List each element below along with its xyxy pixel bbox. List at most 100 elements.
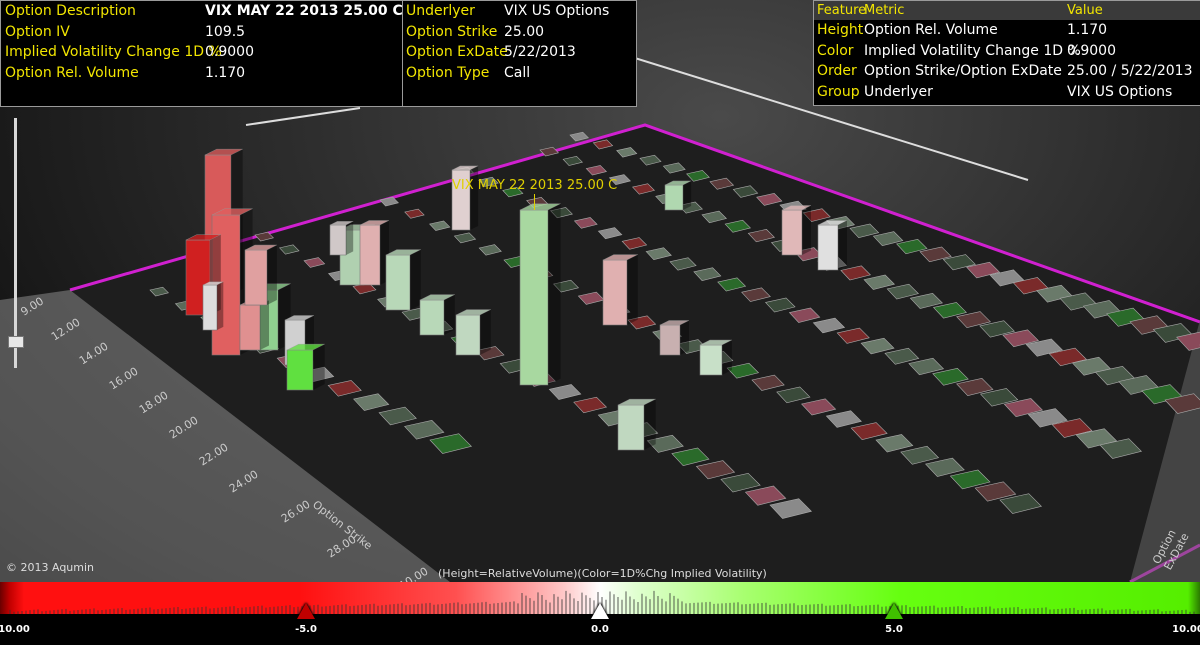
option-tile[interactable] (678, 201, 703, 214)
option-tile[interactable] (478, 244, 502, 256)
option-tile[interactable] (404, 208, 425, 219)
option-bar-side[interactable] (644, 399, 656, 450)
option-tile[interactable] (709, 177, 735, 190)
option-bar-side[interactable] (683, 180, 692, 210)
option-tile[interactable] (303, 257, 326, 268)
option-tile[interactable] (597, 227, 623, 240)
option-bar[interactable] (519, 209, 549, 386)
option-tile[interactable] (1051, 418, 1093, 438)
option-bar[interactable] (817, 224, 839, 271)
option-bar-side[interactable] (313, 344, 325, 390)
option-tile[interactable] (475, 346, 505, 361)
option-tile[interactable] (693, 267, 722, 281)
option-bar[interactable] (202, 284, 218, 331)
option-tile[interactable] (429, 220, 451, 231)
option-tile[interactable] (1099, 438, 1142, 459)
option-tile[interactable] (573, 217, 598, 229)
option-tile[interactable] (429, 433, 472, 454)
option-tile[interactable] (254, 231, 274, 242)
option-tile[interactable] (645, 247, 672, 261)
option-bar-top[interactable] (185, 234, 221, 241)
option-bar-top[interactable] (244, 244, 278, 251)
option-bar-side[interactable] (346, 221, 354, 255)
option-bar-top[interactable] (202, 281, 224, 286)
option-bar-side[interactable] (260, 300, 269, 351)
option-tile[interactable] (956, 378, 994, 397)
option-tile[interactable] (632, 183, 655, 195)
option-tile[interactable] (616, 147, 638, 158)
option-tile[interactable] (1027, 408, 1068, 428)
option-bar-top[interactable] (781, 205, 812, 211)
option-tile[interactable] (720, 472, 761, 493)
option-bar-top[interactable] (699, 339, 733, 346)
option-bar[interactable] (659, 324, 681, 356)
option-bar-top[interactable] (519, 203, 561, 211)
option-tile[interactable] (747, 229, 775, 243)
option-bar-top[interactable] (659, 320, 690, 326)
option-tile[interactable] (942, 254, 976, 271)
option-bar-side[interactable] (548, 203, 561, 385)
option-tile[interactable] (812, 317, 846, 334)
option-bar-top[interactable] (602, 254, 638, 261)
option-bar-side[interactable] (838, 220, 847, 271)
option-bar-top[interactable] (455, 309, 491, 316)
option-tile[interactable] (850, 422, 888, 441)
option-tile[interactable] (886, 283, 919, 300)
option-tile[interactable] (562, 156, 583, 166)
option-tile[interactable] (836, 327, 870, 344)
option-tile[interactable] (802, 208, 831, 222)
negative-threshold-marker[interactable] (297, 603, 315, 619)
option-bar-top[interactable] (211, 208, 253, 216)
option-bar-side[interactable] (680, 320, 689, 356)
option-tile[interactable] (788, 307, 821, 323)
option-tile[interactable] (925, 457, 965, 477)
option-tile[interactable] (327, 380, 362, 397)
option-tile[interactable] (671, 447, 710, 466)
option-tile[interactable] (502, 186, 524, 198)
option-tile[interactable] (949, 469, 991, 490)
option-tile[interactable] (1002, 329, 1039, 348)
option-bar[interactable] (617, 404, 645, 451)
option-tile[interactable] (919, 246, 952, 263)
option-bar-top[interactable] (419, 294, 455, 301)
zoom-slider-thumb[interactable] (8, 336, 24, 348)
option-tile[interactable] (979, 320, 1015, 338)
option-bar-top[interactable] (817, 220, 848, 226)
option-tile[interactable] (608, 174, 631, 185)
option-bar[interactable] (664, 184, 684, 211)
option-tile[interactable] (884, 347, 920, 365)
option-bar-side[interactable] (627, 254, 638, 325)
option-bar-side[interactable] (722, 340, 732, 375)
option-tile[interactable] (686, 170, 710, 182)
option-tile[interactable] (548, 384, 582, 400)
option-tile[interactable] (403, 420, 445, 440)
option-bar-side[interactable] (410, 249, 421, 310)
option-bar-side[interactable] (470, 165, 479, 230)
option-bar-top[interactable] (617, 398, 656, 406)
option-tile[interactable] (999, 493, 1042, 514)
option-tile[interactable] (1164, 393, 1200, 414)
option-tile[interactable] (751, 374, 785, 391)
option-tile[interactable] (744, 485, 787, 506)
option-tile[interactable] (478, 176, 499, 187)
option-tile[interactable] (353, 393, 390, 411)
option-tile[interactable] (769, 498, 812, 519)
option-tile[interactable] (717, 277, 747, 292)
option-tile[interactable] (592, 139, 614, 150)
option-tile[interactable] (764, 297, 796, 313)
option-tile[interactable] (569, 131, 589, 142)
option-tile[interactable] (974, 481, 1017, 502)
option-tile[interactable] (539, 146, 559, 157)
option-bar[interactable] (286, 349, 314, 391)
3d-scene-canvas[interactable] (0, 0, 1200, 582)
option-tile[interactable] (732, 185, 759, 198)
option-tile[interactable] (908, 357, 945, 376)
positive-threshold-marker[interactable] (885, 603, 903, 619)
option-tile[interactable] (989, 269, 1025, 287)
option-bar-side[interactable] (217, 281, 224, 330)
option-tile[interactable] (1176, 331, 1200, 351)
option-tile[interactable] (1048, 347, 1087, 367)
option-tile[interactable] (896, 238, 928, 255)
option-tile[interactable] (701, 210, 727, 224)
option-tile[interactable] (379, 196, 399, 207)
